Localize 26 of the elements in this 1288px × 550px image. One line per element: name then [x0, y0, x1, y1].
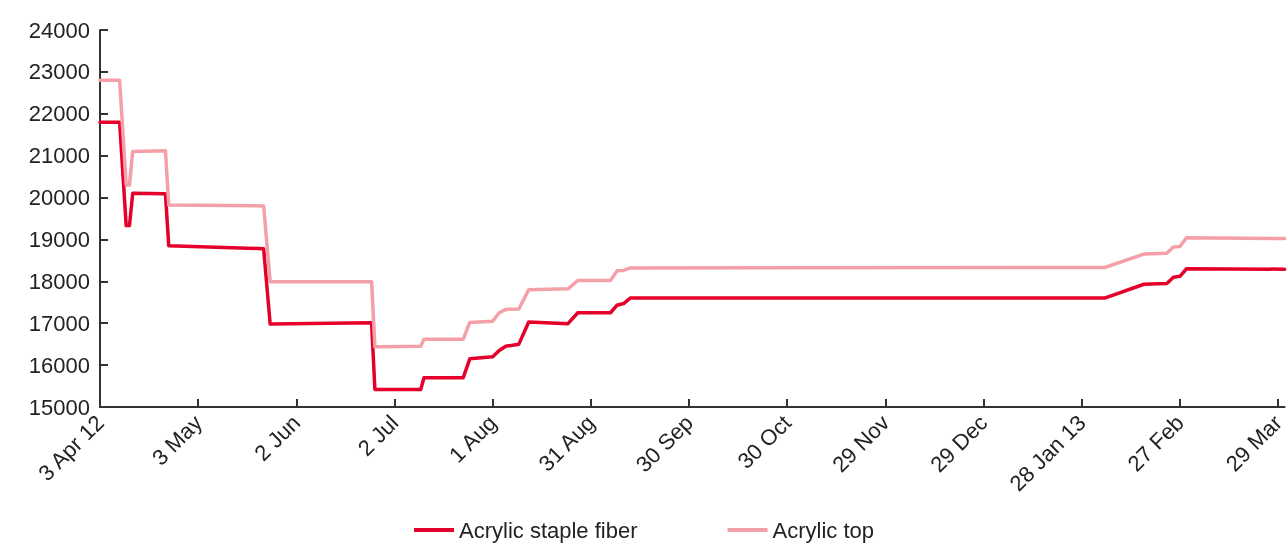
y-tick-label: 24000	[28, 17, 90, 43]
y-tick-label: 15000	[28, 394, 90, 420]
y-tick-label: 16000	[28, 352, 90, 378]
x-tick-label: 30 Sep	[630, 410, 698, 478]
line-series	[98, 120, 1287, 392]
legend-label: Acrylic staple fiber	[459, 517, 638, 543]
y-tick-label: 17000	[28, 310, 90, 336]
legend-label: Acrylic top	[772, 517, 874, 543]
line-series	[98, 78, 1287, 349]
y-tick-label: 21000	[28, 143, 90, 169]
y-tick-label: 18000	[28, 268, 90, 294]
y-tick-label: 22000	[28, 101, 90, 127]
y-tick-label: 19000	[28, 226, 90, 252]
x-tick-label: 29 Dec	[925, 410, 993, 478]
y-tick-label: 23000	[28, 59, 90, 85]
x-tick-label: 27 Feb	[1122, 410, 1189, 477]
x-tick-label: 2 Jul	[352, 410, 404, 461]
x-tick-label: 3 May	[147, 410, 208, 471]
x-tick-label: 31 Aug	[533, 410, 600, 477]
y-tick-label: 20000	[28, 185, 90, 211]
x-tick-label: 28 Jan 13	[1004, 410, 1091, 497]
x-tick-label: 30 Oct	[732, 410, 797, 474]
x-tick-label: 29 Mar	[1220, 410, 1287, 477]
x-tick-label: 2 Jun	[249, 410, 306, 466]
x-tick-label: 1 Aug	[444, 410, 502, 468]
x-tick-label: 29 Nov	[827, 410, 895, 478]
